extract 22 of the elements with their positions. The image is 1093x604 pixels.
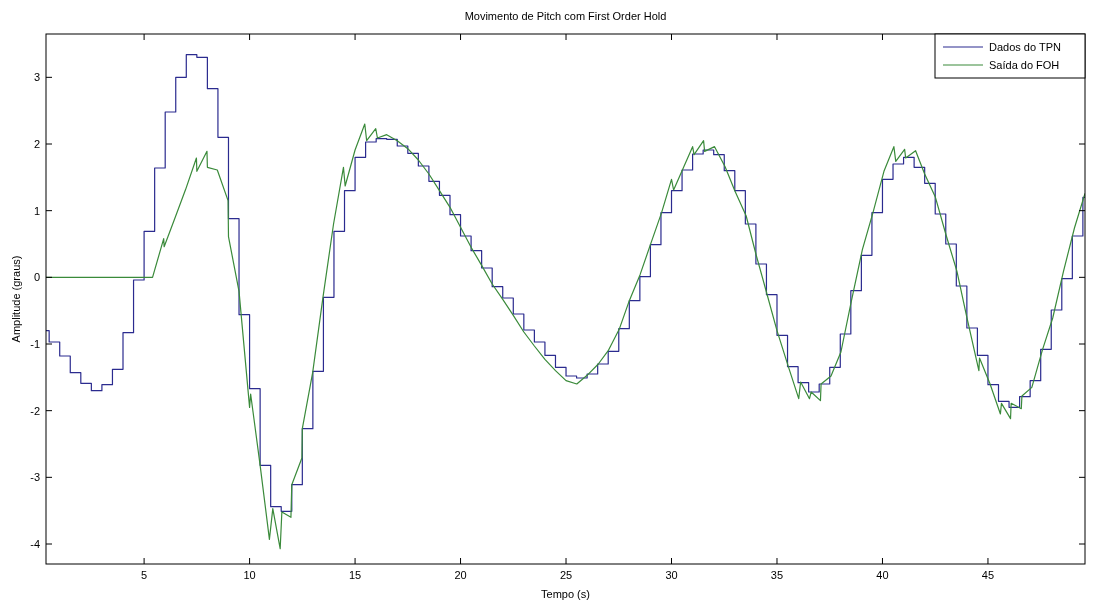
y-tick-label: 0 [33,271,40,284]
y-tick-label: -2 [30,404,40,417]
x-tick-label: 15 [348,569,362,581]
x-tick-label: 20 [454,569,467,581]
y-tick-label: -1 [30,337,40,350]
y-tick-label: 3 [33,71,40,84]
x-tick-label: 30 [665,569,678,581]
y-axis-title: Amplitude (graus) [10,255,22,343]
x-axis-title: Tempo (s) [541,588,590,600]
x-tick-label: 40 [876,569,889,581]
x-tick-label: 35 [770,569,784,581]
x-tick-label: 45 [981,569,995,581]
x-tick-label: 25 [559,569,573,581]
y-tick-label: 1 [33,204,40,217]
y-tick-label: -3 [30,471,40,484]
legend-label: Dados do TPN [989,40,1061,53]
y-tick-label: -4 [30,537,40,550]
chart-title: Movimento de Pitch com First Order Hold [464,10,667,22]
x-tick-label: 5 [141,569,148,581]
y-tick-label: 2 [33,137,40,150]
legend-label: Saída do FOH [989,58,1060,71]
x-tick-label: 10 [243,569,256,581]
